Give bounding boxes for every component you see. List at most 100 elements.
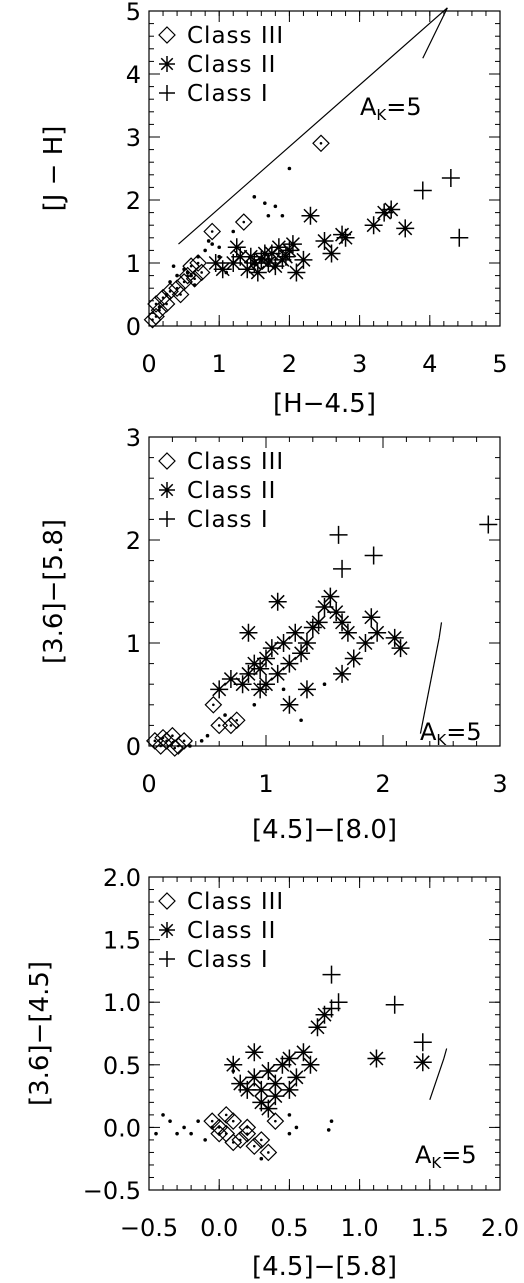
point-diamond-center (231, 1119, 235, 1123)
legend-marker-plus (159, 511, 175, 527)
x-tick-label: 1 (258, 770, 273, 798)
legend-marker-plus (159, 951, 175, 967)
y-tick-label: 3 (126, 124, 141, 152)
point-dot (182, 1125, 186, 1130)
point-diamond (238, 1118, 257, 1137)
legend: Class III Class II Class I (158, 449, 284, 533)
y-tick-label: 2 (126, 527, 141, 555)
point-diamond-center (154, 302, 158, 306)
point-asterisk (245, 1043, 264, 1062)
point-asterisk (333, 613, 352, 632)
point-diamond (204, 695, 223, 714)
point-asterisk (321, 587, 340, 606)
point-dot (205, 733, 210, 738)
point-diamond (224, 1133, 243, 1152)
x-axis-label: [H−4.5] (273, 389, 376, 419)
series-class-iii (143, 134, 330, 329)
point-asterisk (338, 623, 357, 642)
point-dot (263, 201, 267, 205)
point-asterisk (231, 247, 250, 266)
point-diamond-center (182, 739, 186, 743)
point-asterisk (280, 695, 299, 714)
point-asterisk (251, 659, 270, 678)
point-plus (441, 168, 460, 187)
legend-label: Class III (187, 449, 284, 475)
point-asterisk (344, 649, 363, 668)
y-tick-label: 5 (126, 0, 141, 26)
point-diamond-center (210, 1119, 214, 1123)
point-asterisk (239, 623, 258, 642)
y-tick-label: 0.5 (103, 1052, 141, 1080)
x-tick-label: 2 (282, 350, 297, 378)
point-diamond (224, 1112, 243, 1130)
point-asterisk (266, 1087, 285, 1106)
point-diamond-center (267, 1151, 270, 1154)
point-dot (196, 1119, 200, 1123)
point-asterisk (315, 597, 334, 616)
x-axis-label: [4.5]−[8.0] (252, 815, 397, 845)
point-asterisk (294, 1043, 313, 1062)
point-dot (182, 267, 186, 272)
x-tick-label: 3 (492, 770, 507, 798)
point-plus (385, 995, 404, 1014)
x-tick-label: 5 (492, 350, 507, 378)
point-asterisk (287, 1068, 306, 1087)
legend-marker-plus (159, 85, 175, 101)
y-tick-label: 1 (126, 250, 141, 278)
point-diamond-center (224, 1113, 228, 1117)
point-asterisk (262, 639, 281, 658)
point-asterisk (364, 216, 383, 235)
legend-label: Class II (187, 52, 276, 78)
point-asterisk (333, 664, 352, 683)
point-asterisk (252, 1080, 271, 1099)
series-field-stars (188, 682, 327, 748)
series-field-stars (154, 1069, 334, 1161)
point-dot (161, 1113, 165, 1117)
point-dot (231, 229, 236, 234)
point-diamond (165, 739, 184, 757)
point-dot (210, 1125, 214, 1130)
legend-marker-diamond (158, 452, 176, 470)
point-asterisk (308, 1018, 327, 1037)
point-asterisk (238, 260, 257, 279)
point-diamond (171, 285, 190, 304)
point-dot (171, 264, 176, 268)
point-plus (333, 559, 352, 578)
point-asterisk (224, 254, 243, 272)
y-tick-label: 3 (126, 424, 141, 452)
point-diamond-center (165, 302, 168, 306)
y-axis-label: [3.6]−[5.8] (39, 519, 69, 664)
point-asterisk (210, 680, 229, 699)
y-tick-label: 0 (126, 313, 141, 341)
point-diamond (168, 279, 186, 298)
plot-frame (148, 10, 501, 327)
point-dot (175, 273, 179, 278)
point-dot (266, 213, 271, 218)
plot-frame (148, 876, 501, 1191)
x-tick-label: 1 (212, 350, 227, 378)
point-dot (154, 1131, 158, 1136)
point-diamond (169, 737, 188, 755)
reddening-label: AK=5 (420, 718, 482, 749)
y-tick-label: 0.0 (103, 1114, 141, 1142)
point-asterisk (224, 1055, 243, 1074)
point-diamond (245, 1137, 264, 1156)
point-diamond (147, 307, 165, 326)
point-diamond-center (196, 261, 200, 265)
point-asterisk (259, 1062, 278, 1081)
series-class-iii (146, 695, 246, 757)
point-diamond-center (217, 1132, 221, 1135)
point-diamond-center (189, 264, 193, 268)
point-diamond-center (153, 739, 157, 743)
point-dot (299, 718, 303, 723)
point-diamond (154, 288, 172, 307)
series-class-ii (210, 587, 410, 714)
point-asterisk (269, 238, 288, 257)
legend-label: Class III (187, 23, 284, 49)
point-asterisk (257, 649, 275, 668)
point-diamond-center (245, 1132, 249, 1135)
y-tick-label: 0 (126, 733, 141, 761)
x-axis-label: [4.5]−[5.8] (252, 1252, 397, 1282)
